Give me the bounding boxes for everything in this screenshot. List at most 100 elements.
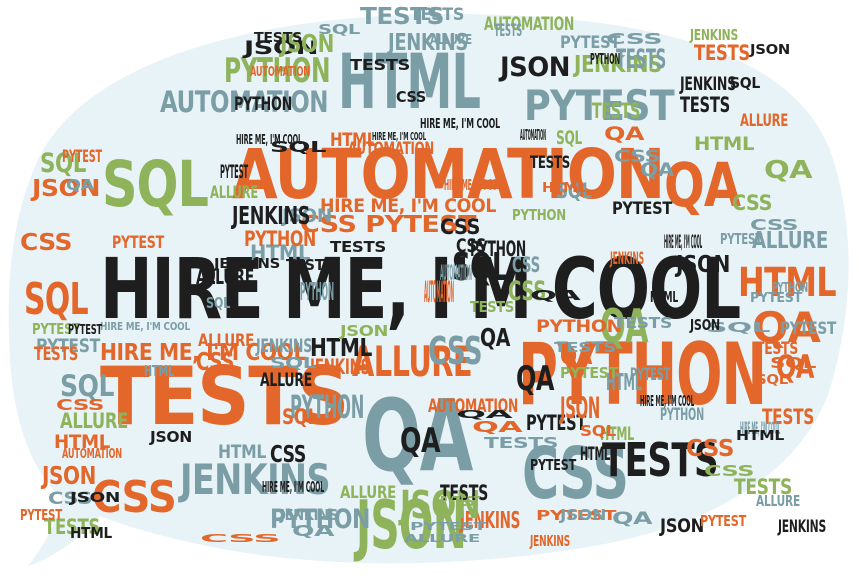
word-pytest: PYTEST bbox=[112, 233, 165, 253]
word-python: PYTHON bbox=[660, 405, 704, 425]
word-tests: TESTS bbox=[470, 298, 514, 316]
word-allure: ALLURE bbox=[340, 483, 396, 503]
word-html: HTML bbox=[650, 288, 678, 306]
word-qa: QA bbox=[480, 323, 511, 352]
word-automation: AUTOMATION bbox=[428, 395, 518, 417]
word-tests: TESTS bbox=[360, 4, 444, 30]
word-python: PYTHON bbox=[300, 277, 334, 306]
word-json: JSON bbox=[40, 461, 96, 490]
word-automation: AUTOMATION bbox=[484, 13, 574, 35]
word-allure: ALLURE bbox=[210, 183, 258, 203]
word-css: CSS bbox=[704, 462, 754, 480]
word-automation: AUTOMATION bbox=[348, 139, 434, 159]
word-python: PYTHON bbox=[234, 93, 292, 115]
word-css: CSS bbox=[428, 329, 482, 373]
word-sql: SQL bbox=[556, 127, 582, 149]
word-html: HTML bbox=[580, 443, 610, 465]
word-python: PYTHON bbox=[536, 317, 622, 337]
word-sql: SQL bbox=[282, 405, 318, 429]
word-css: CSS bbox=[20, 230, 72, 256]
word-sql: SQL bbox=[770, 354, 817, 372]
word-pytest: PYTEST bbox=[720, 230, 763, 248]
word-sql: SQL bbox=[318, 23, 360, 38]
word-json: JSON bbox=[30, 176, 100, 202]
word-allure: ALLURE bbox=[352, 337, 472, 386]
word-json: JSON bbox=[498, 52, 570, 83]
word-tests: TESTS bbox=[554, 341, 616, 356]
word-json: JSON bbox=[354, 486, 466, 564]
word-automation: AUTOMATION bbox=[520, 126, 546, 144]
word-allure: ALLURE bbox=[752, 228, 828, 254]
word-hire-me-i-m-cool: HIRE ME, I'M COOL bbox=[640, 392, 694, 410]
word-tests: TESTS bbox=[762, 405, 814, 429]
word-qa: QA bbox=[764, 155, 813, 184]
word-css: CSS bbox=[686, 436, 734, 462]
word-css: CSS bbox=[732, 191, 772, 215]
word-pytest: PYTEST bbox=[32, 320, 81, 338]
word-jenkins: JENKINS bbox=[610, 249, 644, 269]
word-sql: SQL bbox=[206, 294, 231, 312]
word-python: PYTHON bbox=[470, 237, 526, 261]
word-jenkins: JENKINS bbox=[459, 508, 520, 534]
word-jenkins: JENKINS bbox=[679, 73, 736, 95]
word-json: JSON bbox=[339, 322, 388, 340]
word-cloud-words: HIRE ME, I'M COOLAUTOMATIONPYTHONTESTSHT… bbox=[20, 4, 837, 564]
word-hire-me-i-m-cool: HIRE ME, I'M COOL bbox=[320, 195, 496, 217]
word-hire-me-i-m-cool: HIRE ME, I'M COOL bbox=[100, 340, 307, 366]
word-tests: TESTS bbox=[680, 93, 730, 117]
word-automation: AUTOMATION bbox=[440, 261, 472, 285]
word-sql: SQL bbox=[580, 422, 617, 440]
word-qa: QA bbox=[752, 303, 821, 352]
word-pytest: PYTEST bbox=[780, 319, 837, 339]
word-automation: AUTOMATION bbox=[62, 447, 122, 462]
word-html: HTML bbox=[600, 423, 634, 445]
word-sql: SQL bbox=[40, 148, 86, 179]
word-python: PYTHON bbox=[270, 504, 370, 535]
word-hire-me-i-m-cool: HIRE ME, I'M COOL bbox=[420, 117, 500, 132]
word-sql: SQL bbox=[24, 274, 88, 325]
word-tests: TESTS bbox=[734, 475, 792, 499]
word-html: HTML bbox=[694, 133, 754, 155]
word-sql: SQL bbox=[706, 321, 770, 336]
word-python: PYTHON bbox=[512, 206, 566, 224]
word-jenkins: JENKINS bbox=[689, 26, 738, 44]
word-jenkins: JENKINS bbox=[255, 335, 312, 357]
word-tests: TESTS bbox=[484, 434, 558, 452]
word-html: HTML bbox=[606, 370, 642, 396]
word-json: JSON bbox=[559, 391, 600, 425]
word-sql: SQL bbox=[730, 74, 761, 92]
word-hire-me-i-m-cool: HIRE ME, I'M COOL bbox=[664, 231, 702, 253]
word-pytest: PYTEST bbox=[524, 81, 675, 130]
word-css: CSS bbox=[396, 88, 426, 106]
word-qa: QA bbox=[604, 123, 645, 145]
word-automation: AUTOMATION bbox=[424, 275, 454, 309]
word-sql: SQL bbox=[756, 373, 788, 388]
word-python: PYTHON bbox=[224, 51, 330, 91]
word-tests: TESTS bbox=[530, 153, 570, 173]
word-automation: AUTOMATION bbox=[160, 85, 328, 119]
word-qa: QA bbox=[362, 379, 474, 494]
word-hire-me-i-m-cool: HIRE ME, I'M COOL bbox=[444, 176, 506, 194]
word-css: CSS bbox=[512, 253, 540, 277]
word-jenkins: JENKINS bbox=[279, 506, 338, 524]
word-tests: TESTS bbox=[440, 481, 488, 505]
word-tests: TESTS bbox=[34, 343, 78, 365]
word-qa: QA bbox=[600, 299, 649, 353]
word-tests: TESTS bbox=[494, 21, 522, 41]
word-hire-me-i-m-cool: HIRE ME, I'M COOL bbox=[262, 478, 324, 496]
word-jenkins: JENKINS bbox=[231, 201, 310, 230]
word-pytest: PYTEST bbox=[612, 199, 673, 219]
word-allure: ALLURE bbox=[430, 33, 472, 48]
word-allure: ALLURE bbox=[404, 532, 480, 545]
word-jenkins: JENKINS bbox=[529, 532, 570, 550]
word-json: JSON bbox=[241, 37, 318, 59]
word-sql: SQL bbox=[270, 138, 327, 156]
word-python: PYTHON bbox=[590, 50, 620, 68]
word-json: JSON bbox=[398, 483, 480, 527]
word-jenkins: JENKINS bbox=[178, 455, 330, 504]
word-tests: TESTS bbox=[350, 56, 410, 74]
word-tests: TESTS bbox=[44, 515, 100, 539]
word-pytest: PYTEST bbox=[560, 364, 619, 382]
word-qa: QA bbox=[66, 176, 95, 194]
word-css: CSS bbox=[614, 147, 660, 167]
